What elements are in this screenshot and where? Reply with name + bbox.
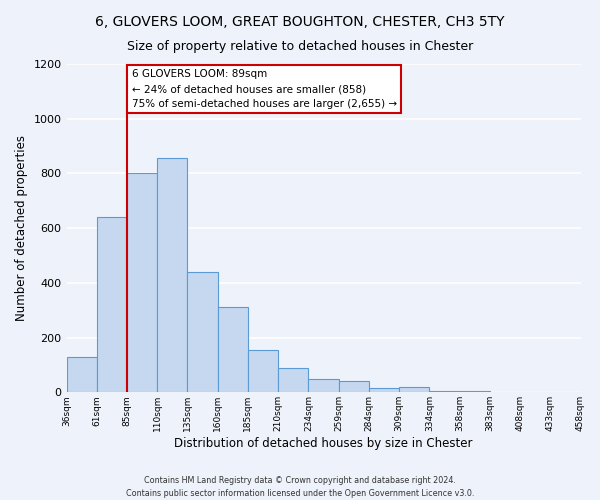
Bar xyxy=(127,174,157,392)
Bar xyxy=(460,391,490,392)
Bar xyxy=(218,308,248,392)
Bar xyxy=(97,217,127,392)
Bar xyxy=(248,350,278,393)
Bar xyxy=(338,382,369,392)
X-axis label: Distribution of detached houses by size in Chester: Distribution of detached houses by size … xyxy=(174,437,473,450)
Bar xyxy=(187,272,218,392)
Bar xyxy=(308,378,338,392)
Text: 6 GLOVERS LOOM: 89sqm
← 24% of detached houses are smaller (858)
75% of semi-det: 6 GLOVERS LOOM: 89sqm ← 24% of detached … xyxy=(131,70,397,109)
Text: Size of property relative to detached houses in Chester: Size of property relative to detached ho… xyxy=(127,40,473,53)
Bar xyxy=(278,368,308,392)
Bar xyxy=(67,356,97,392)
Bar xyxy=(369,388,399,392)
Y-axis label: Number of detached properties: Number of detached properties xyxy=(15,135,28,321)
Text: Contains HM Land Registry data © Crown copyright and database right 2024.
Contai: Contains HM Land Registry data © Crown c… xyxy=(126,476,474,498)
Bar xyxy=(430,391,460,392)
Text: 6, GLOVERS LOOM, GREAT BOUGHTON, CHESTER, CH3 5TY: 6, GLOVERS LOOM, GREAT BOUGHTON, CHESTER… xyxy=(95,15,505,29)
Bar xyxy=(157,158,187,392)
Bar xyxy=(399,387,430,392)
